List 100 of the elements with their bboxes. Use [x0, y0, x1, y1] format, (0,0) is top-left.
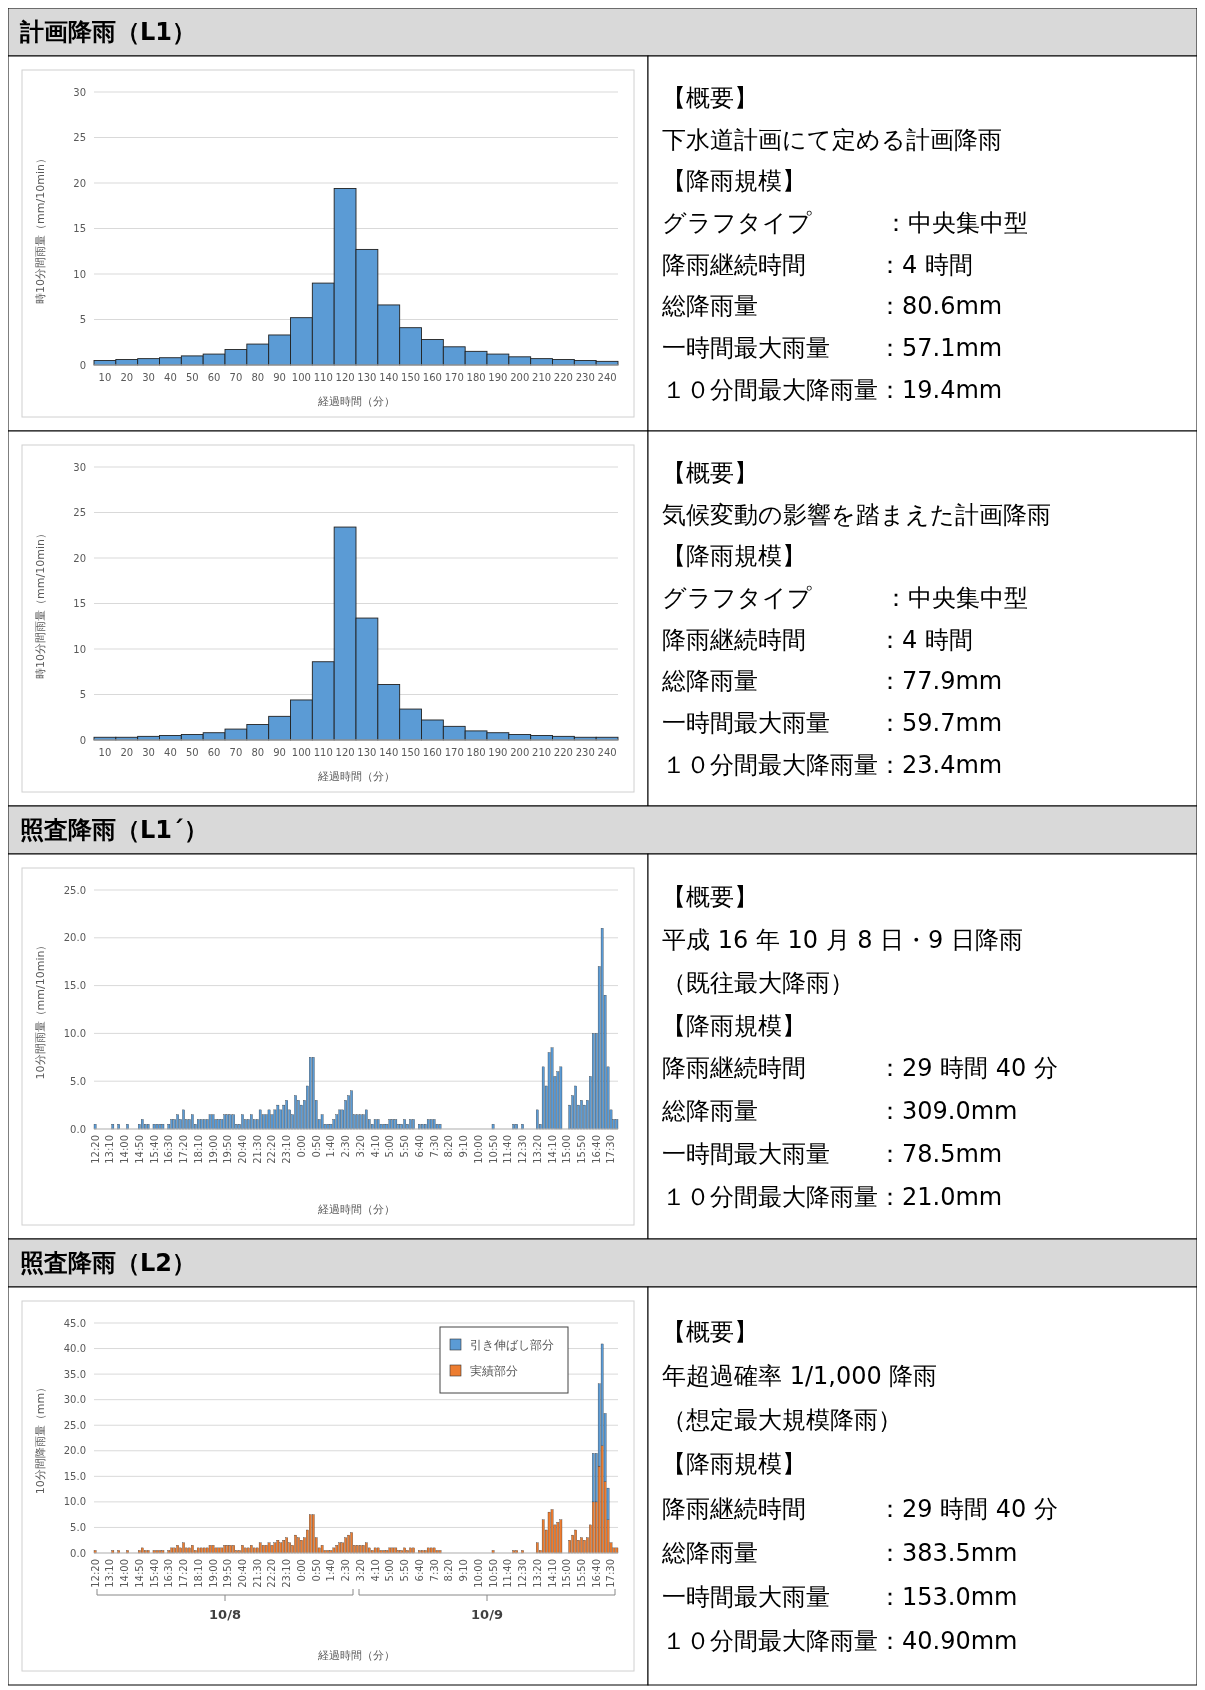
chart-title: 照査降雨（L1´） [20, 816, 208, 845]
text: 総降雨量 ：309.0mm [661, 1097, 1018, 1126]
x-tick-label: 50 [185, 747, 199, 758]
text: 総降雨量 ：80.6mm [661, 292, 1003, 321]
x-tick-label: 30 [142, 747, 155, 758]
x-tick-label: 14:10 [546, 1135, 558, 1164]
x-tick-label: 100 [291, 372, 311, 383]
x-tick-label: 15:00 [561, 1135, 573, 1164]
x-tick-label: 220 [553, 372, 573, 383]
y-tick-label: 15.0 [63, 1470, 86, 1482]
y-tick-label: 5 [79, 689, 86, 700]
text: グラフタイプ ：中央集中型 [662, 209, 1028, 238]
x-tick-label: 100 [291, 747, 311, 758]
y-tick-label: 20 [73, 177, 86, 189]
x-tick-label: 80 [251, 372, 265, 383]
x-tick-label: 5:00 [384, 1559, 396, 1582]
text: 年超過確率 1/1,000 降雨 [662, 1361, 938, 1390]
x-tick-label: 190 [488, 372, 508, 383]
x-tick-label: 7:30 [428, 1559, 440, 1582]
x-tick-label: 19:50 [222, 1559, 234, 1588]
text: 10/9 [471, 1607, 503, 1622]
text: 【降雨規模】 [662, 542, 806, 571]
y-tick-label: 20 [73, 552, 86, 564]
x-tick-label: 14:50 [133, 1135, 145, 1164]
x-tick-label: 6:40 [413, 1559, 425, 1582]
x-tick-label: 7:30 [428, 1135, 440, 1158]
x-tick-label: 4:10 [369, 1559, 381, 1582]
x-tick-label: 13:10 [104, 1559, 116, 1588]
x-tick-label: 10:00 [472, 1135, 484, 1164]
x-tick-label: 230 [575, 372, 595, 383]
x-tick-label: 20 [120, 372, 134, 383]
text: （想定最大規模降雨） [662, 1406, 902, 1435]
x-tick-label: 16:40 [590, 1559, 602, 1588]
text: 一時間最大雨量 ：59.7mm [662, 709, 1003, 738]
x-tick-label: 15:40 [148, 1559, 160, 1588]
x-tick-label: 9:10 [458, 1135, 470, 1158]
x-tick-label: 5:50 [399, 1135, 411, 1158]
x-tick-label: 14:00 [119, 1559, 131, 1588]
x-tick-label: 8:20 [443, 1559, 455, 1582]
x-tick-label: 14:00 [119, 1135, 131, 1164]
x-tick-label: 14:50 [133, 1559, 145, 1588]
x-tick-label: 30 [142, 372, 155, 383]
y-tick-label: 20.0 [63, 1445, 86, 1457]
text: 気候変動の影響を踏まえた計画降雨 [662, 500, 1051, 529]
y-tick-label: 30.0 [63, 1394, 86, 1406]
y-tick-label: 15.0 [63, 980, 86, 992]
x-tick-label: 16:30 [163, 1135, 175, 1164]
x-tick-label: 19:50 [222, 1135, 234, 1164]
text: 【降雨規模】 [662, 1450, 806, 1479]
text: １０分間最大降雨量：40.90mm [662, 1627, 1018, 1656]
x-tick-label: 3:20 [354, 1135, 366, 1158]
x-tick-label: 18:10 [192, 1135, 204, 1164]
x-tick-label: 2:30 [340, 1559, 352, 1582]
x-tick-label: 23:10 [281, 1559, 293, 1588]
x-tick-label: 240 [597, 372, 617, 383]
x-tick-label: 15:00 [561, 1559, 573, 1588]
y-axis-title: 時10分間雨量（mm/10min） [34, 153, 47, 304]
x-tick-label: 17:30 [605, 1559, 617, 1588]
x-tick-label: 17:30 [605, 1135, 617, 1164]
x-tick-label: 9:10 [458, 1559, 470, 1582]
y-tick-label: 30 [73, 86, 86, 98]
x-tick-label: 130 [357, 372, 377, 383]
text: 10/8 [209, 1607, 241, 1622]
x-tick-label: 70 [229, 372, 243, 383]
x-tick-label: 190 [488, 747, 508, 758]
x-tick-label: 80 [251, 747, 265, 758]
x-tick-label: 14:10 [546, 1559, 558, 1588]
x-tick-label: 20:40 [237, 1135, 248, 1164]
chart-title: 照査降雨（L2） [20, 1249, 196, 1278]
x-tick-label: 120 [335, 747, 355, 758]
x-tick-label: 12:20 [89, 1135, 101, 1164]
x-tick-label: 15:50 [576, 1135, 588, 1164]
x-tick-label: 90 [273, 747, 286, 758]
x-tick-label: 210 [532, 372, 552, 383]
x-axis-title: 経過時間（分） [316, 1649, 395, 1662]
x-tick-label: 160 [422, 747, 442, 758]
text: （既往最大降雨） [662, 968, 854, 997]
x-tick-label: 10 [98, 747, 112, 758]
x-tick-label: 5:00 [384, 1135, 396, 1158]
x-tick-label: 11:40 [502, 1559, 514, 1588]
text: 総降雨量 ：383.5mm [661, 1538, 1018, 1567]
y-tick-label: 40.0 [63, 1343, 86, 1355]
x-tick-label: 19:00 [207, 1135, 219, 1164]
x-tick-label: 11:40 [502, 1135, 514, 1164]
x-tick-label: 170 [444, 747, 464, 758]
x-tick-label: 10 [98, 372, 112, 383]
x-tick-label: 170 [444, 372, 464, 383]
x-tick-label: 40 [164, 747, 177, 758]
x-tick-label: 15:50 [576, 1559, 588, 1588]
x-tick-label: 210 [532, 747, 552, 758]
x-tick-label: 0:00 [295, 1559, 307, 1582]
x-axis-title: 経過時間（分） [316, 395, 395, 408]
chart-title: 計画降雨（L1） [19, 18, 196, 47]
y-tick-label: 10 [73, 268, 86, 280]
y-tick-label: 10.0 [63, 1496, 86, 1508]
text: 【降雨規模】 [662, 167, 806, 196]
text: グラフタイプ ：中央集中型 [662, 584, 1028, 613]
x-axis-title: 経過時間（分） [316, 770, 395, 783]
y-tick-label: 25 [73, 507, 86, 518]
x-tick-label: 4:10 [369, 1135, 381, 1158]
